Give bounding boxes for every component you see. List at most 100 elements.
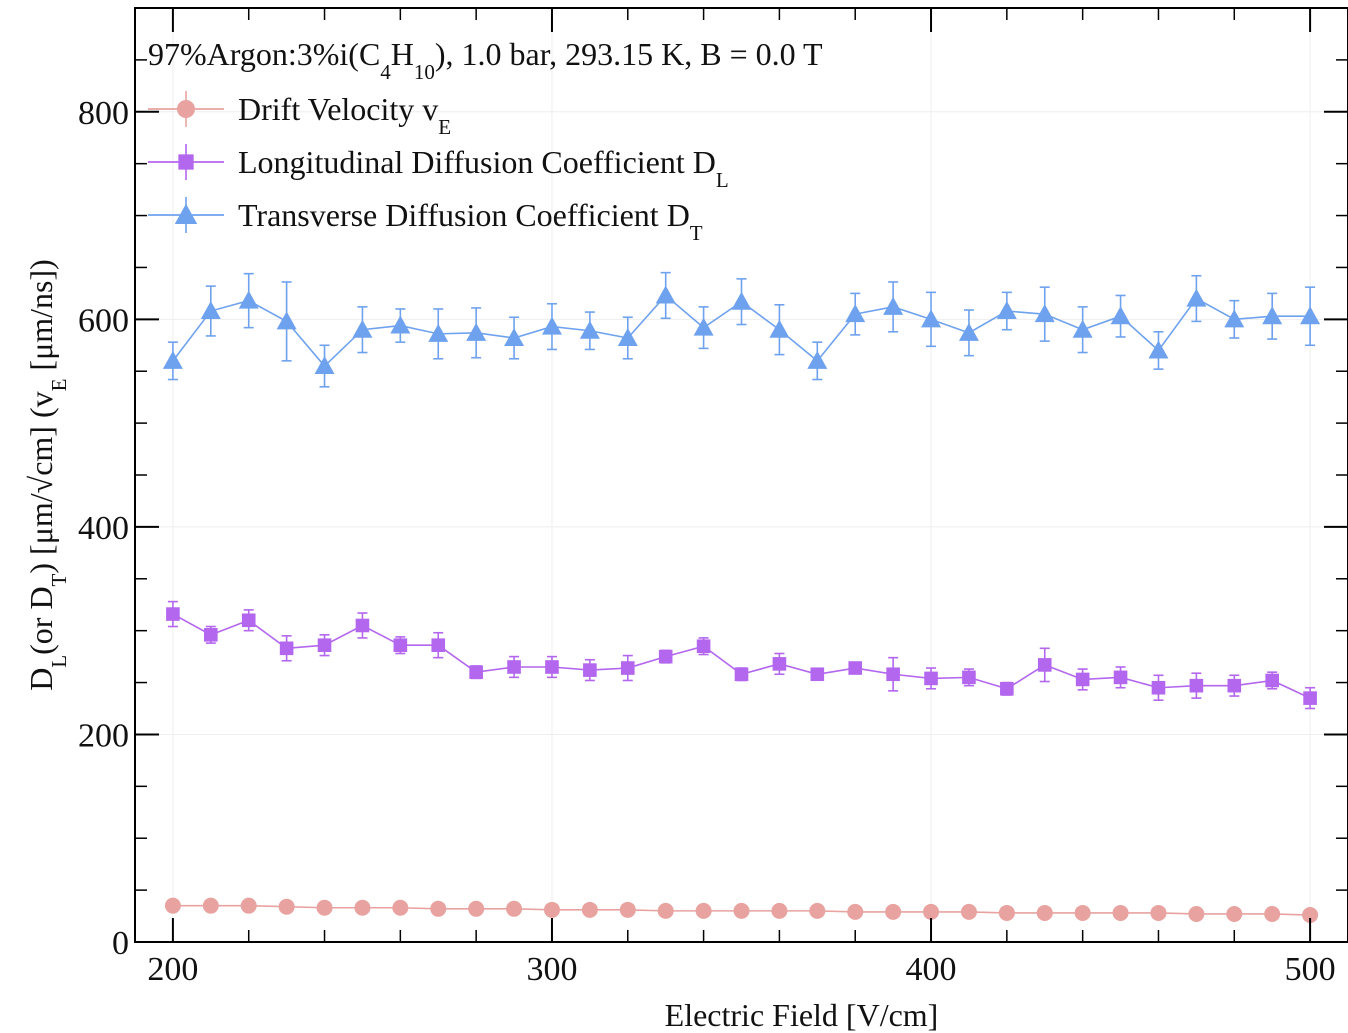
data-point <box>431 638 446 652</box>
series-line <box>172 613 1311 699</box>
legend: Drift Velocity vE Longitudinal Diffusion … <box>148 91 729 245</box>
data-point <box>545 660 559 674</box>
legend-item: Longitudinal Diffusion Coefficient DL <box>148 144 729 192</box>
data-point <box>886 667 900 682</box>
x-tick-label: 300 <box>526 951 577 988</box>
data-point <box>923 903 940 920</box>
data-point <box>583 663 597 677</box>
data-point <box>393 638 408 652</box>
data-point <box>1262 306 1283 325</box>
data-point <box>164 897 181 914</box>
data-point <box>241 613 256 628</box>
axis-layer: 200 300 400 500 0 200 400 600 800 <box>78 8 1348 988</box>
data-point <box>1000 681 1014 696</box>
data-point <box>657 902 674 919</box>
subscript-part: 4 <box>380 60 391 84</box>
data-point <box>1302 907 1319 924</box>
data-point <box>655 285 676 304</box>
data-point <box>807 350 828 369</box>
legend-label: Longitudinal Diffusion Coefficient DL <box>238 144 729 192</box>
data-point <box>658 649 673 664</box>
data-point <box>998 904 1015 921</box>
data-point <box>848 661 863 675</box>
data-point <box>543 901 560 918</box>
data-point <box>1224 309 1245 328</box>
data-point <box>581 901 598 918</box>
data-point <box>579 320 600 339</box>
y-tick-label: 400 <box>78 510 129 547</box>
data-point <box>166 607 180 621</box>
data-point <box>430 900 447 917</box>
data-point <box>1148 340 1169 359</box>
data-point <box>279 641 294 656</box>
legend-item: Transverse Diffusion Coefficient DT <box>148 197 703 245</box>
text-part: (or D <box>23 586 59 654</box>
y-axis-title: DL(or DT) [μm/√cm] (vE [μm/ns]) <box>23 259 71 691</box>
legend-label: Drift Velocity vE <box>238 91 451 139</box>
data-point <box>1227 678 1242 693</box>
data-point <box>996 301 1017 320</box>
data-point <box>1150 904 1167 921</box>
legend-label-main: Drift Velocity v <box>238 91 438 127</box>
y-tick-label: 600 <box>78 302 129 339</box>
data-point <box>696 639 711 654</box>
data-point <box>1074 904 1091 921</box>
data-point <box>466 322 487 341</box>
x-axis-title: Electric Field [V/cm] <box>665 997 939 1033</box>
data-point <box>1037 658 1052 672</box>
data-point <box>469 665 483 679</box>
series-square <box>166 600 1317 710</box>
data-point <box>202 897 219 914</box>
y-tick-label: 800 <box>78 95 129 132</box>
subscript-part: 10 <box>414 60 435 84</box>
data-point <box>619 901 636 918</box>
legend-label-main: Longitudinal Diffusion Coefficient D <box>238 144 716 180</box>
data-point <box>507 660 521 674</box>
data-layer <box>162 271 1321 924</box>
data-point <box>958 322 979 341</box>
data-point <box>733 902 750 919</box>
data-point <box>240 897 257 914</box>
legend-label-main: Transverse Diffusion Coefficient D <box>238 197 690 233</box>
data-point <box>1075 672 1090 687</box>
data-point <box>769 319 790 338</box>
data-point <box>355 618 370 633</box>
data-point <box>352 319 373 338</box>
data-point <box>845 304 866 323</box>
legend-label: Transverse Diffusion Coefficient DT <box>238 197 703 245</box>
series-triangle <box>162 271 1321 388</box>
legend-item: Drift Velocity vE <box>148 91 451 139</box>
data-point <box>200 301 221 320</box>
legend-label-sub: T <box>690 221 703 245</box>
text-part: 97%Argon:3%i(C <box>148 36 380 72</box>
data-point <box>620 661 635 675</box>
data-point <box>162 350 183 369</box>
data-point <box>772 657 787 671</box>
data-point <box>468 900 485 917</box>
data-point <box>1226 905 1243 922</box>
data-point <box>1151 680 1166 695</box>
data-point <box>847 903 864 920</box>
data-point <box>883 296 904 315</box>
text-part: H <box>391 36 414 72</box>
data-point <box>316 899 333 916</box>
x-tick-label: 200 <box>147 951 198 988</box>
data-point <box>1112 904 1129 921</box>
data-point <box>1303 691 1317 705</box>
data-point <box>924 671 938 686</box>
data-point <box>734 667 749 682</box>
data-point <box>354 899 371 916</box>
legend-label-sub: L <box>716 168 729 192</box>
data-point <box>1186 288 1207 307</box>
data-point <box>960 903 977 920</box>
subscript-part: L <box>47 655 71 668</box>
data-point <box>1034 304 1055 323</box>
subscript-part: T <box>47 573 71 586</box>
text-part: D <box>23 668 59 691</box>
chart-title: 97%Argon:3%i(C4H10), 1.0 bar, 293.15 K, … <box>148 36 823 84</box>
data-point <box>1072 319 1093 338</box>
data-point <box>1264 905 1281 922</box>
data-point <box>921 309 942 328</box>
data-point <box>1189 678 1204 693</box>
